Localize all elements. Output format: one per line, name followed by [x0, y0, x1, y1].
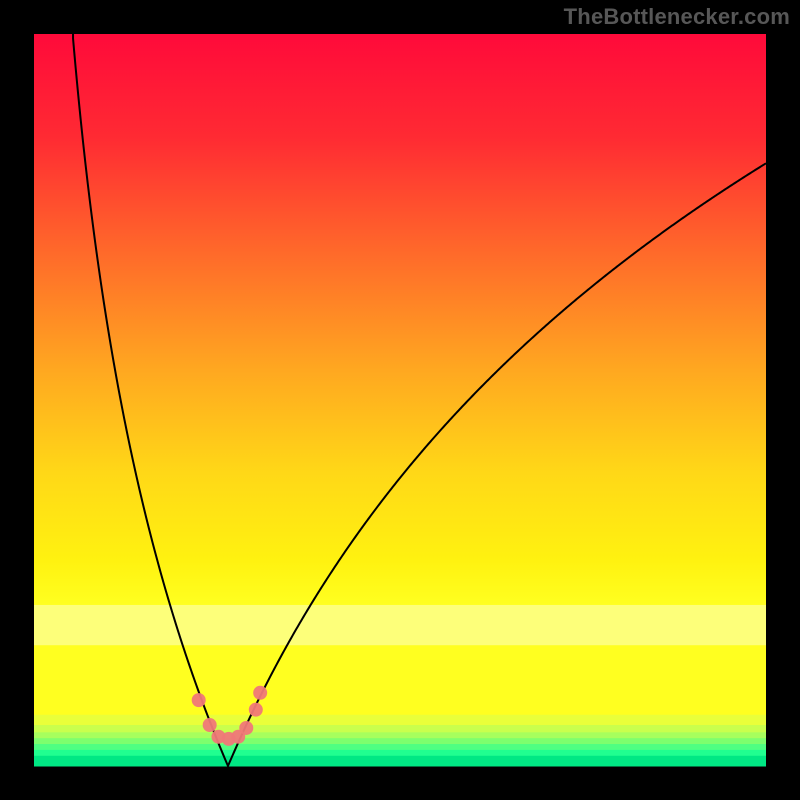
gradient-band	[34, 738, 766, 744]
gradient-band	[34, 645, 766, 715]
curve-marker	[239, 721, 253, 735]
curve-marker	[249, 703, 263, 717]
gradient-band	[34, 732, 766, 738]
gradient-band	[34, 756, 766, 767]
watermark-text: TheBottlenecker.com	[564, 4, 790, 30]
gradient-band	[34, 725, 766, 733]
gradient-band	[34, 750, 766, 756]
gradient-band	[34, 715, 766, 726]
curve-marker	[253, 686, 267, 700]
bottleneck-chart	[0, 0, 800, 800]
gradient-band	[34, 744, 766, 750]
gradient-band	[34, 605, 766, 646]
curve-marker	[192, 693, 206, 707]
curve-marker	[203, 718, 217, 732]
